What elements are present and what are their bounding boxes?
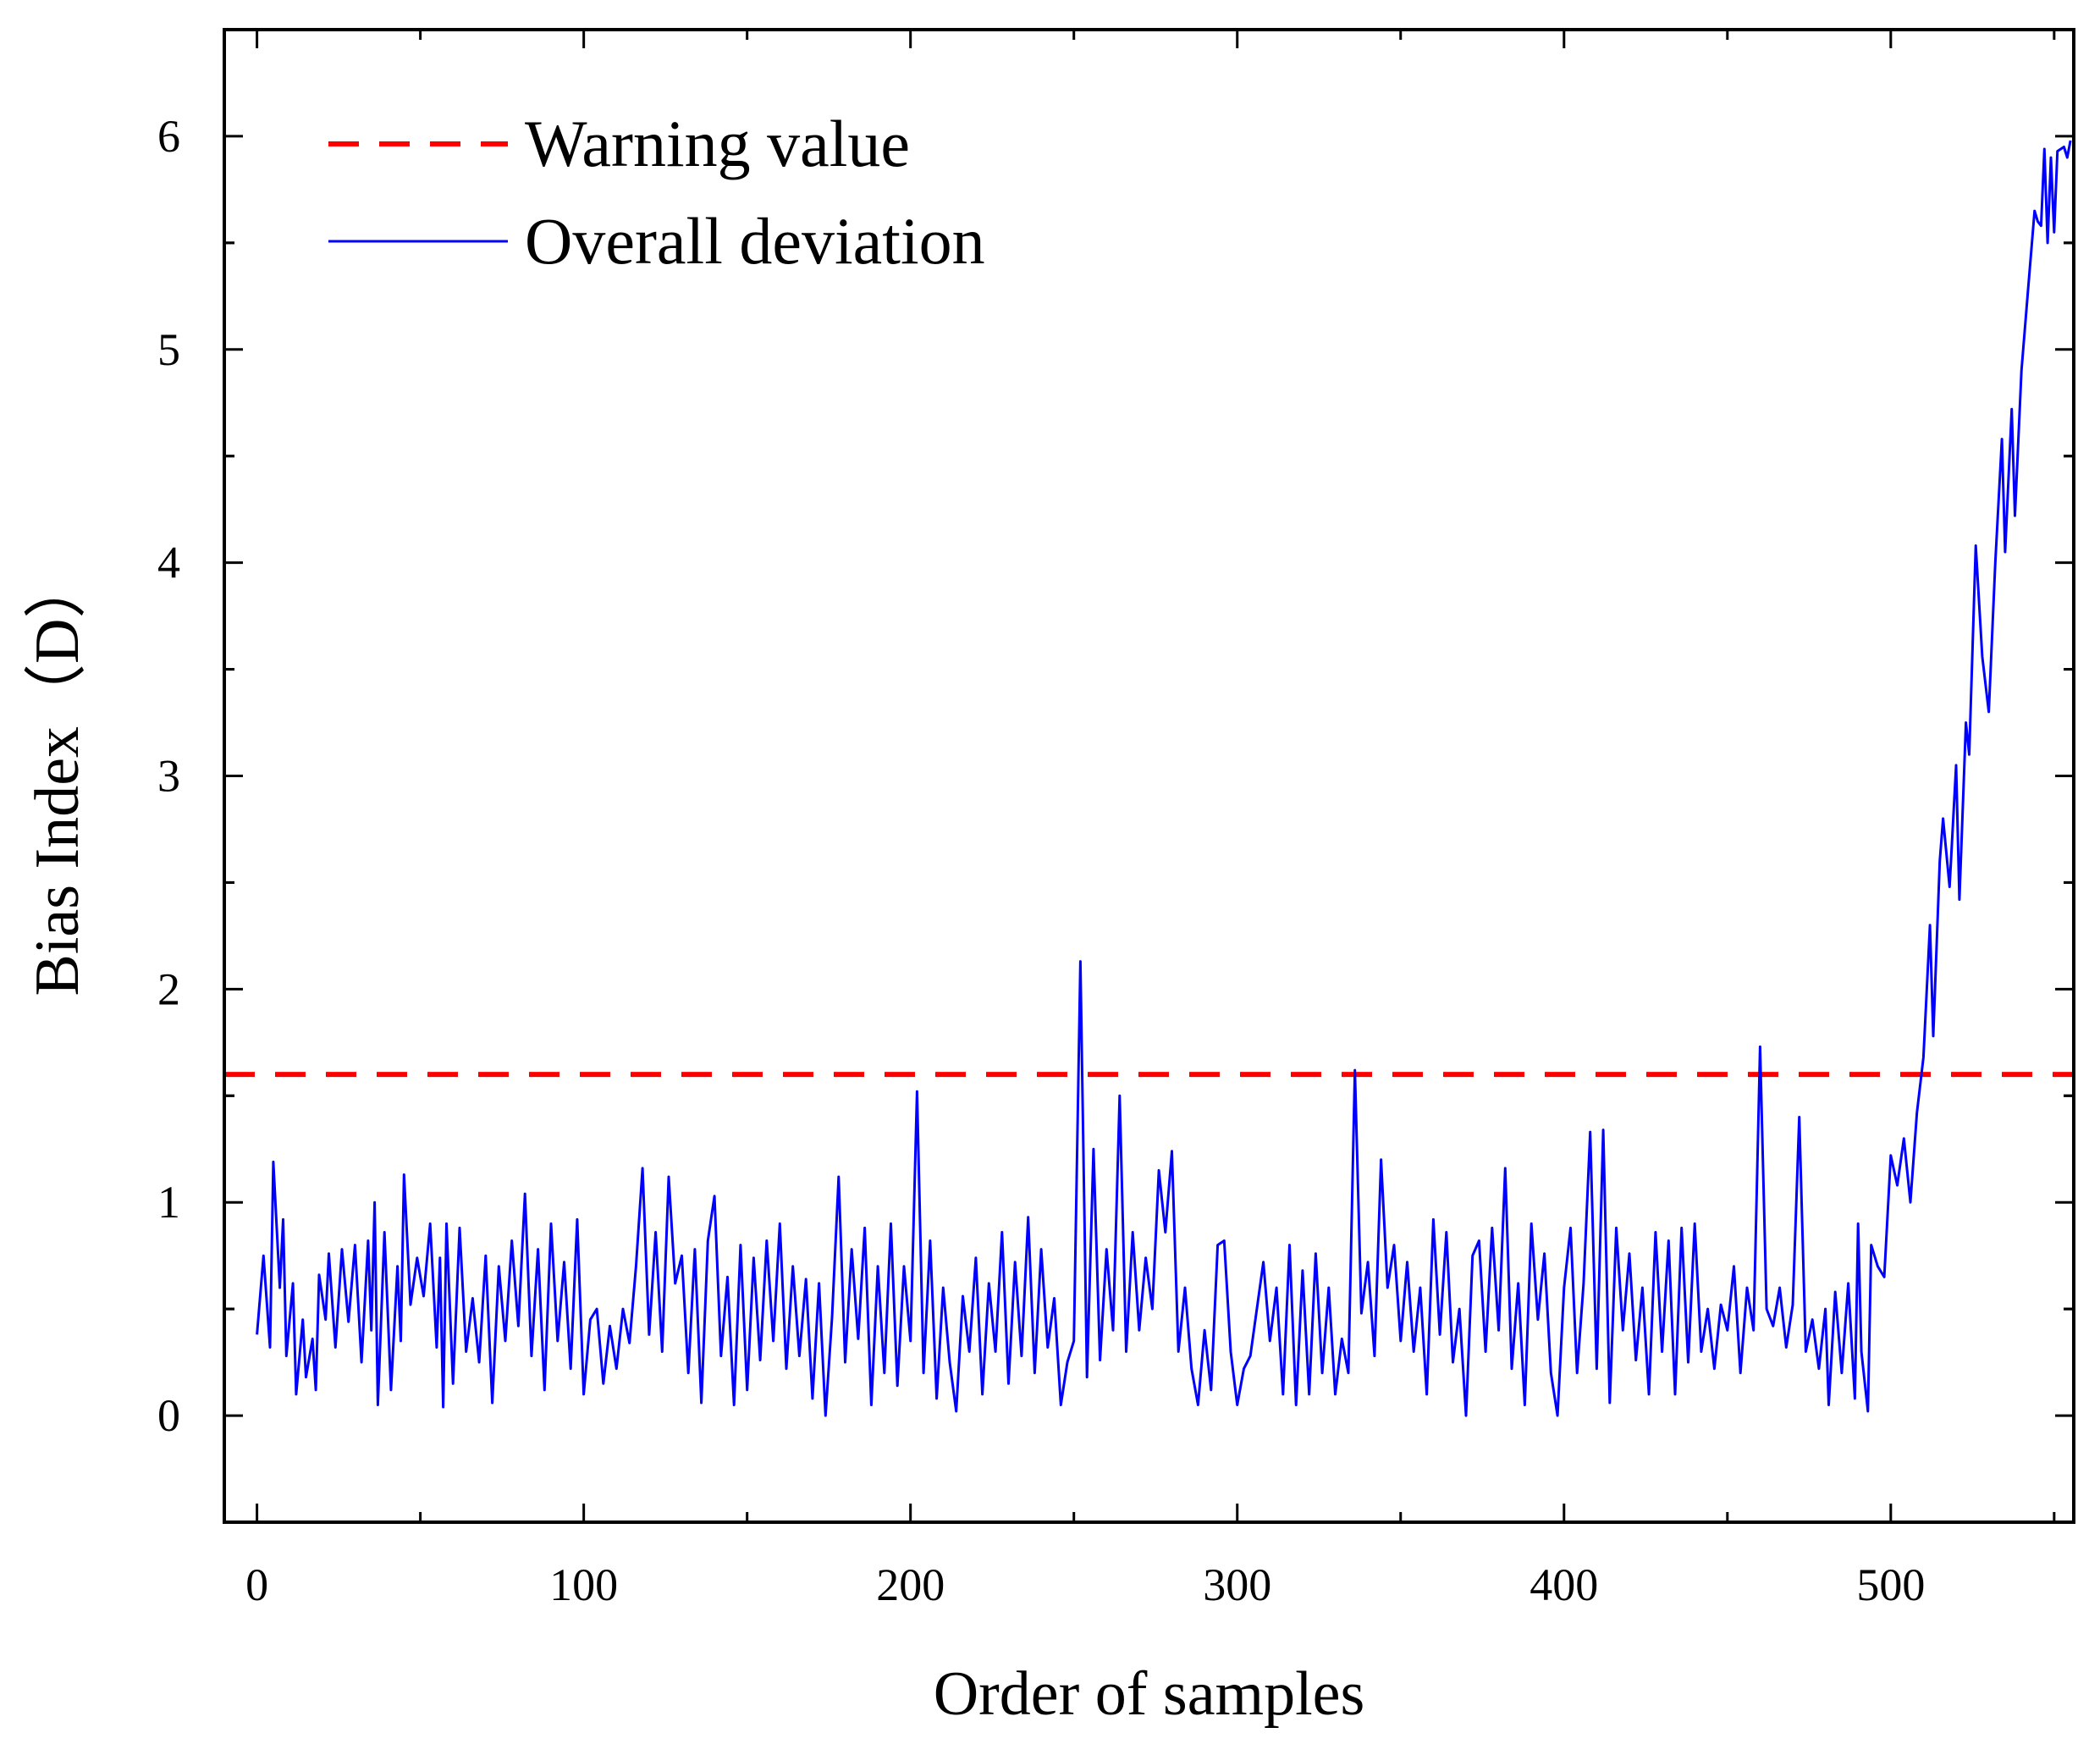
deviation-line [256,140,2072,1417]
legend: Warning value Overall deviation [328,107,985,278]
y-tick-label: 3 [157,751,180,802]
y-tick-label: 4 [157,538,180,588]
y-tick-label: 5 [157,324,180,375]
x-tick-label: 200 [876,1559,945,1610]
y-tick-label: 1 [157,1177,180,1228]
x-tick-label: 100 [549,1559,618,1610]
y-axis-title: Bias Index（D） [23,556,92,996]
tick-labels: 0 100 200 300 400 500 0 1 2 3 4 5 6 [157,111,1925,1610]
x-tick-label: 500 [1856,1559,1925,1610]
ticks [224,28,2074,1524]
y-tick-label: 2 [157,963,180,1014]
deviation-series [256,140,2072,1417]
legend-warning-label: Warning value [525,107,910,180]
x-tick-label: 300 [1203,1559,1271,1610]
x-tick-label: 400 [1530,1559,1598,1610]
legend-deviation-label: Overall deviation [525,204,985,278]
x-axis-title: Order of samples [934,1659,1365,1729]
x-tick-label: 0 [245,1559,268,1610]
y-tick-label: 0 [157,1390,180,1441]
y-tick-label: 6 [157,111,180,162]
